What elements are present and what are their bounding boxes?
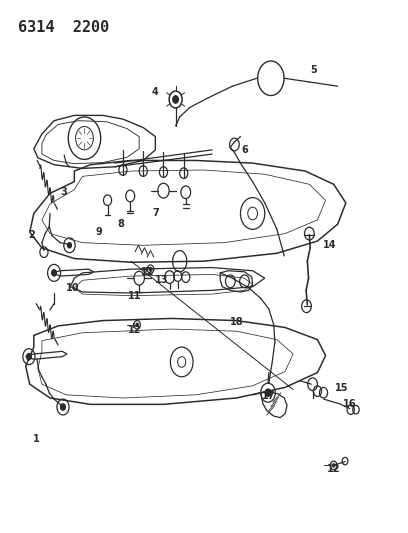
- Circle shape: [52, 270, 56, 276]
- Text: 6: 6: [241, 145, 248, 155]
- Text: 12: 12: [129, 325, 142, 335]
- Text: 16: 16: [343, 399, 357, 409]
- Text: 7: 7: [152, 208, 159, 219]
- Circle shape: [173, 96, 178, 103]
- Text: 8: 8: [118, 219, 124, 229]
- Text: 5: 5: [310, 66, 317, 75]
- Text: 11: 11: [129, 290, 142, 301]
- Text: 10: 10: [66, 282, 79, 293]
- Text: 17: 17: [262, 391, 275, 401]
- Circle shape: [136, 323, 138, 326]
- Text: 15: 15: [335, 383, 348, 393]
- Text: 2: 2: [29, 230, 35, 240]
- Circle shape: [60, 404, 65, 410]
- Text: 13: 13: [155, 274, 168, 285]
- Text: 3: 3: [61, 187, 68, 197]
- Circle shape: [265, 389, 271, 397]
- Text: 9: 9: [95, 227, 102, 237]
- Text: 14: 14: [323, 240, 336, 251]
- Circle shape: [149, 268, 152, 271]
- Text: 18: 18: [230, 317, 243, 327]
- Text: 12: 12: [140, 267, 154, 277]
- Text: 4: 4: [152, 86, 159, 96]
- Text: 1: 1: [33, 434, 39, 444]
- Text: 6314  2200: 6314 2200: [18, 20, 109, 35]
- Circle shape: [67, 243, 71, 248]
- Circle shape: [333, 464, 335, 467]
- Circle shape: [27, 353, 31, 360]
- Text: 12: 12: [327, 464, 340, 474]
